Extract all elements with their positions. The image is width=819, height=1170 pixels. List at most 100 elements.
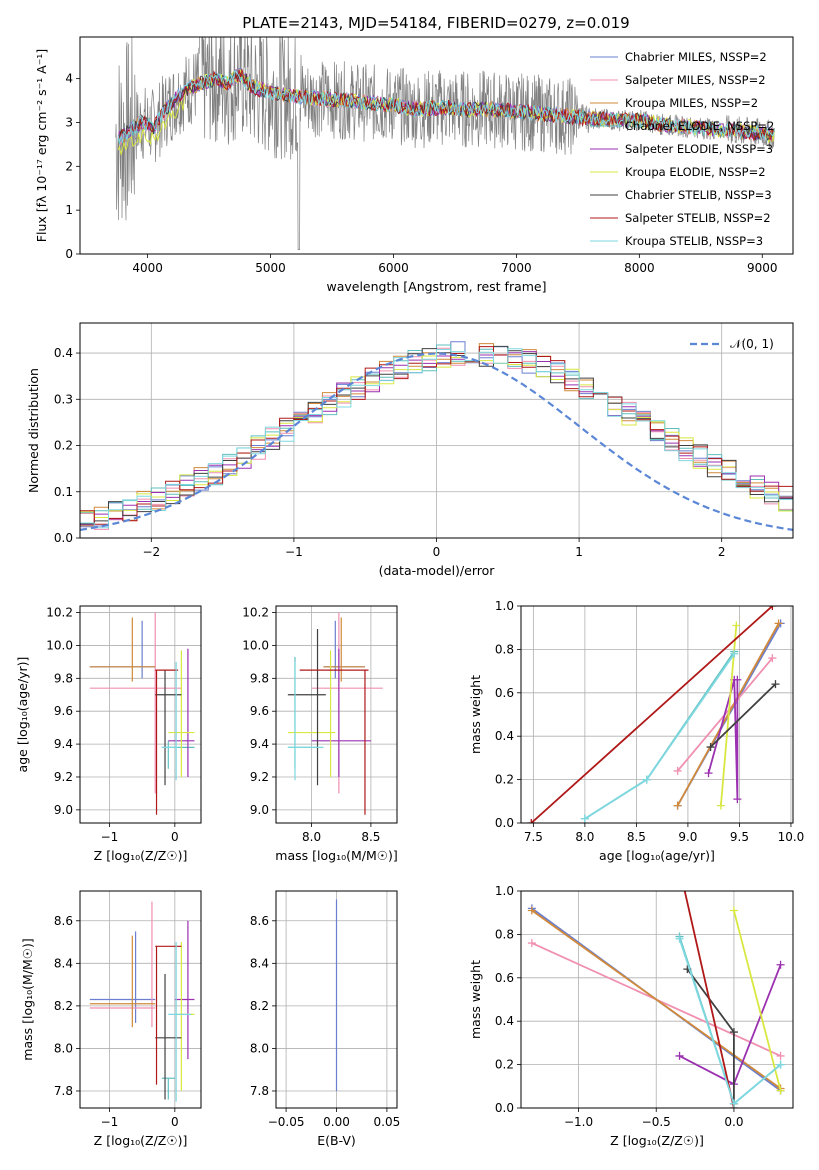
weight-marker	[673, 766, 682, 775]
y-tick-label: 9.0	[250, 803, 269, 817]
weight-series-5	[707, 679, 739, 800]
x-tick-label: 9.5	[730, 830, 749, 844]
x-axis-label: age [log₁₀(age/yr)]	[599, 848, 715, 863]
x-tick-label: 0.05	[374, 1115, 401, 1129]
axes-frame	[79, 322, 794, 539]
errorbar-area	[89, 612, 195, 815]
normal-curve	[80, 352, 793, 531]
y-tick-label: 9.4	[54, 737, 73, 751]
legend-entry: Salpeter STELIB, NSSP=2	[625, 211, 771, 225]
y-tick-label: 9.8	[54, 671, 73, 685]
weight-marker	[776, 1060, 785, 1069]
spectrum-plot-area	[115, 37, 776, 250]
weight-marker	[704, 769, 713, 778]
legend-entry: Chabrier STELIB, NSSP=3	[625, 188, 772, 202]
weight-age-chart: 7.5 8.0 8.5 9.0 9.5 10.0 0.0 0.2 0.4 0.6 0.8 1.0 age…	[468, 599, 804, 863]
x-tick-label: 8000	[624, 261, 655, 275]
weight-z-chart: −1.0 −0.5 0.0 0.0 0.2 0.4 0.6 0.8 1.0 Z [log₁₀(Z/…	[468, 884, 794, 1148]
y-tick-label: 0.0	[495, 816, 514, 830]
x-tick-label: 7.5	[524, 830, 543, 844]
x-tick-label: −2	[142, 545, 160, 559]
y-tick-label: 0.2	[495, 773, 514, 787]
y-tick-label: 8.6	[250, 914, 269, 928]
line-area	[527, 891, 785, 1108]
weight-marker	[729, 906, 738, 915]
y-tick-label: 8.6	[54, 914, 73, 928]
y-axis-label: mass weight	[468, 960, 483, 1039]
weight-marker	[527, 906, 536, 915]
weight-marker	[527, 939, 536, 948]
residuals-chart: −2 −1 0 1 2 0.0 0.1 0.2 0.3 0.4 (data-model)/error…	[26, 322, 794, 578]
x-tick-label: 8.0	[575, 830, 594, 844]
y-tick-label: 9.8	[250, 671, 269, 685]
figure-title: PLATE=2143, MJD=54184, FIBERID=0279, z=0…	[242, 14, 629, 32]
y-tick-label: 0.2	[54, 439, 73, 453]
x-axis-label: Z [log₁₀(Z/Z☉)]	[94, 1133, 188, 1148]
legend-entry: Salpeter MILES, NSSP=2	[625, 73, 766, 87]
y-tick-label: 8.0	[54, 1041, 73, 1055]
y-tick-label: 2	[65, 159, 73, 173]
spectrum-chart: 4000 5000 6000 7000 8000 9000 0 1 2 3 4 wavelength …	[34, 36, 794, 294]
weight-marker	[673, 801, 682, 810]
weight-marker	[527, 819, 536, 823]
weight-series-8	[530, 606, 774, 823]
y-tick-label: 0.1	[54, 485, 73, 499]
y-tick-label: 1.0	[495, 599, 514, 613]
weight-marker	[730, 649, 739, 658]
y-tick-label: 0.6	[495, 686, 514, 700]
legend-entry: Chabrier MILES, NSSP=2	[625, 50, 767, 64]
y-tick-label: 0.8	[495, 642, 514, 656]
x-tick-label: −0.05	[268, 1115, 305, 1129]
weight-marker	[732, 621, 741, 630]
y-tick-label: 9.2	[54, 770, 73, 784]
x-tick-label: 10.0	[778, 830, 805, 844]
y-axis-label: Flux [fλ 10⁻¹⁷ erg cm⁻² s⁻¹ A⁻¹]	[34, 49, 49, 242]
y-tick-label: 0.0	[54, 531, 73, 545]
y-tick-label: 9.6	[54, 704, 73, 718]
x-axis-label: Z [log₁₀(Z/Z☉)]	[94, 848, 188, 863]
weight-marker	[733, 795, 742, 804]
weight-marker	[768, 606, 777, 610]
errorbar-area	[287, 612, 383, 815]
x-tick-label: 0.0	[724, 1115, 743, 1129]
y-tick-label: 0.8	[495, 927, 514, 941]
x-axis-label: mass [log₁₀(M/M☉)]	[275, 848, 397, 863]
y-tick-label: 0.4	[54, 346, 73, 360]
legend-entry: 𝒩(0, 1)	[730, 337, 774, 351]
y-tick-label: 7.8	[250, 1084, 269, 1098]
axes-frame	[79, 36, 794, 255]
x-tick-label: −1	[285, 545, 303, 559]
weight-marker	[768, 654, 777, 663]
weight-marker	[642, 775, 651, 784]
y-tick-label: 1.0	[495, 884, 514, 898]
y-tick-label: 8.4	[250, 956, 269, 970]
age-z-chart: −1 0 9.0 9.2 9.4 9.6 9.8 10.0 10.2 Z [log₁₀(Z/Z☉)…	[15, 605, 202, 863]
weight-series-4	[584, 651, 736, 820]
x-tick-label: 9000	[747, 261, 778, 275]
y-tick-label: 8.2	[54, 999, 73, 1013]
x-axis-label: E(B-V)	[317, 1133, 356, 1148]
y-axis-label: mass [log₁₀(M/M☉)]	[20, 938, 35, 1060]
y-tick-label: 10.0	[46, 638, 73, 652]
y-tick-label: 0.4	[495, 1014, 514, 1028]
x-axis-label: wavelength [Angstrom, rest frame]	[326, 279, 546, 294]
x-tick-label: 0.00	[323, 1115, 350, 1129]
y-tick-label: 10.2	[46, 606, 73, 620]
x-tick-label: −1.0	[564, 1115, 593, 1129]
x-tick-label: 4000	[132, 261, 163, 275]
x-tick-label: 9.0	[678, 830, 697, 844]
y-tick-label: 9.4	[250, 737, 269, 751]
x-tick-label: 8.5	[361, 830, 380, 844]
x-tick-label: 8.0	[302, 830, 321, 844]
x-tick-label: 6000	[378, 261, 409, 275]
x-tick-label: 0	[171, 830, 179, 844]
axes-frame	[79, 605, 202, 824]
residual-histogram-8	[80, 346, 793, 525]
legend-entry: Kroupa MILES, NSSP=2	[625, 96, 758, 110]
weight-marker	[774, 619, 783, 628]
x-tick-label: 7000	[501, 261, 532, 275]
legend-entry: Chabrier ELODIE, NSSP=2	[625, 119, 774, 133]
mass-z-chart: −1 0 7.8 8.0 8.2 8.4 8.6 Z [log₁₀(Z/Z☉)] mass [l…	[20, 890, 202, 1148]
weight-series-7	[709, 683, 777, 748]
